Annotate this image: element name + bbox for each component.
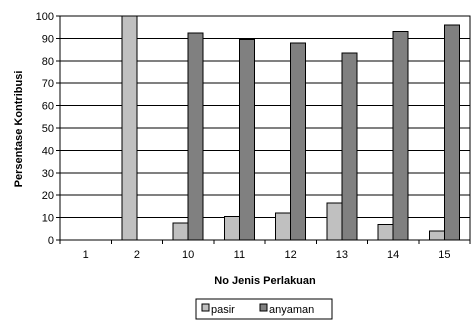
y-tick-label: 100 — [36, 11, 54, 23]
bar-pasir-2 — [121, 15, 138, 241]
bar-anyaman-11 — [238, 39, 255, 241]
bars — [121, 15, 460, 241]
y-tick-labels: 0 10 20 30 40 50 60 70 80 90 100 — [36, 11, 54, 247]
bar-pasir-11 — [223, 215, 240, 241]
x-tick-label: 13 — [336, 249, 348, 261]
y-tick-label: 70 — [42, 78, 54, 90]
y-tick-label: 30 — [42, 168, 54, 180]
legend-label-anyaman: anyaman — [269, 304, 314, 316]
bar-anyaman-15 — [443, 24, 460, 241]
bar-anyaman-14 — [392, 31, 409, 241]
y-tick-label: 60 — [42, 101, 54, 113]
bar-pasir-10 — [172, 222, 189, 241]
y-tick-label: 10 — [42, 213, 54, 225]
bar-pasir-14 — [377, 223, 394, 241]
bar-pasir-15 — [428, 230, 445, 241]
legend-label-pasir: pasir — [211, 304, 235, 316]
x-tick-label: 2 — [134, 249, 140, 261]
y-tick-label: 80 — [42, 56, 54, 68]
legend-swatch-anyaman — [259, 303, 268, 312]
y-tick-label: 50 — [42, 123, 54, 135]
bar-pasir-13 — [326, 202, 343, 241]
bar-anyaman-10 — [187, 32, 204, 241]
axes — [59, 15, 471, 244]
bar-pasir-12 — [275, 212, 292, 241]
y-tick-label: 0 — [48, 235, 54, 247]
x-tick-label: 1 — [83, 249, 89, 261]
y-tick-label: 40 — [42, 145, 54, 157]
legend: pasir anyaman — [195, 298, 333, 320]
x-tick-label: 12 — [285, 249, 297, 261]
x-tick-labels: 1 2 10 11 12 13 14 15 — [83, 249, 451, 261]
x-tick-label: 15 — [438, 249, 450, 261]
x-tick-label: 14 — [387, 249, 399, 261]
y-tick-label: 20 — [42, 190, 54, 202]
x-tick-label: 10 — [182, 249, 194, 261]
x-axis-title: No Jenis Perlakuan — [214, 275, 316, 287]
bar-anyaman-12 — [290, 42, 307, 241]
y-axis-title: Persentase Kontribusi — [13, 71, 25, 188]
x-tick-label: 11 — [234, 249, 245, 261]
bar-anyaman-13 — [341, 52, 358, 241]
y-tick-label: 90 — [42, 33, 54, 45]
legend-swatch-pasir — [201, 303, 210, 312]
